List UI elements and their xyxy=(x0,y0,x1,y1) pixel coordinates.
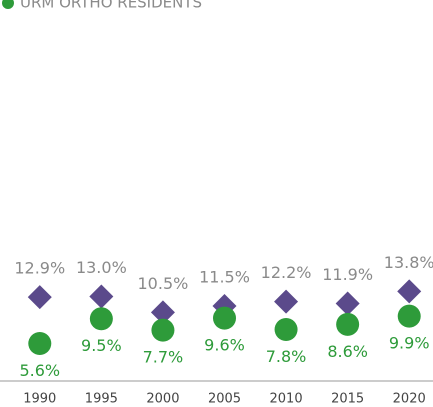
data-label: 11.9% xyxy=(322,265,373,284)
data-label: 7.8% xyxy=(266,347,307,366)
x-tick-label: 2005 xyxy=(208,392,241,407)
x-tick-label: 2020 xyxy=(393,392,426,407)
legend-label: URM ORTHO RESIDENTS xyxy=(20,0,202,12)
circle-marker xyxy=(397,304,421,328)
circle-marker xyxy=(274,318,298,342)
data-label: 9.9% xyxy=(389,334,430,353)
diamond-marker xyxy=(27,285,52,310)
circle-marker xyxy=(28,331,52,355)
x-tick-label: 1990 xyxy=(23,392,56,407)
data-label: 12.2% xyxy=(261,263,312,282)
x-tick-label: 2015 xyxy=(331,392,364,407)
diamond-marker xyxy=(89,284,114,309)
data-label: 5.6% xyxy=(19,361,60,380)
data-label: 9.6% xyxy=(204,336,245,355)
x-tick-label: 2010 xyxy=(270,392,303,407)
circle-marker xyxy=(213,306,236,330)
diamond-marker xyxy=(397,279,422,304)
x-tick-label: 2000 xyxy=(146,392,179,407)
data-label: 13.0% xyxy=(76,258,127,277)
data-label: 10.5% xyxy=(138,274,189,293)
diamond-marker xyxy=(150,300,175,325)
diamond-marker xyxy=(274,289,299,314)
circle-marker xyxy=(336,312,360,336)
data-label: 11.5% xyxy=(199,268,250,287)
data-label: 12.9% xyxy=(14,259,65,278)
circle-marker xyxy=(89,307,113,331)
data-label: 9.5% xyxy=(81,336,122,355)
circle-marker xyxy=(151,318,175,342)
data-label: 13.8% xyxy=(384,253,433,272)
data-label: 8.6% xyxy=(327,342,368,361)
data-label: 7.7% xyxy=(143,348,184,367)
diamond-marker xyxy=(335,291,360,316)
x-tick-label: 1995 xyxy=(85,392,118,407)
legend-marker xyxy=(2,0,14,9)
